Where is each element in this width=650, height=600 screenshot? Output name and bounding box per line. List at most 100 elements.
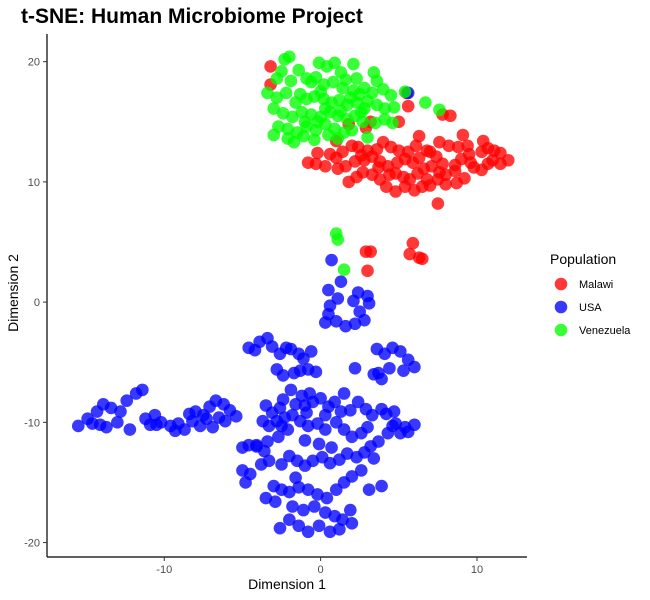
point-venezuela [270,72,284,85]
axes-layer [46,34,527,558]
point-usa [314,391,327,405]
point-malawi [339,159,352,173]
point-venezuela [347,57,360,71]
point-malawi [301,156,315,169]
legend: Population Malawi USA Venezuela [550,251,631,337]
legend-label-usa: USA [579,302,602,314]
point-venezuela [284,74,298,88]
point-venezuela [267,128,281,142]
point-usa [289,398,302,411]
point-usa [397,364,410,377]
point-venezuela [292,63,306,77]
point-usa [304,345,318,358]
x-tick-label: 0 [318,564,324,576]
point-usa [344,503,357,517]
point-malawi [406,236,420,250]
point-usa [272,430,285,444]
point-usa [372,435,385,448]
point-usa [383,361,396,375]
point-usa [319,408,332,422]
point-malawi [264,60,277,73]
point-usa [261,435,274,448]
point-venezuela [345,123,359,137]
point-usa [298,434,312,447]
point-usa [348,361,362,375]
point-usa [259,399,273,412]
points-layer [71,50,515,539]
point-malawi [475,145,488,159]
point-usa [111,416,124,429]
point-venezuela [304,75,318,89]
legend-key-malawi [554,277,568,291]
point-malawi [451,140,465,154]
point-malawi [450,176,463,190]
point-malawi [383,168,396,181]
point-usa [178,423,191,436]
point-usa [300,406,313,420]
point-usa [312,519,326,533]
x-tick-label: 10 [471,564,483,576]
point-usa [229,410,243,423]
point-venezuela [387,101,401,114]
point-usa [276,369,290,382]
point-malawi [401,145,415,159]
point-usa [367,452,381,465]
point-malawi [401,99,415,113]
point-malawi [389,185,402,198]
point-venezuela [326,75,340,89]
point-malawi [462,147,476,161]
legend-items: Malawi USA Venezuela [554,277,631,337]
point-venezuela [298,115,312,129]
point-venezuela [308,133,321,147]
point-venezuela [328,56,341,70]
point-usa [258,444,271,458]
series-venezuela [261,50,446,276]
point-malawi [361,264,374,278]
point-usa [284,383,298,397]
y-tick-label: -20 [24,538,40,550]
point-venezuela [314,85,327,99]
point-venezuela [283,50,296,64]
point-usa [283,513,296,527]
point-venezuela [293,87,307,101]
point-usa [375,402,388,416]
point-malawi [398,180,412,193]
legend-title: Population [550,251,616,267]
point-venezuela [361,95,374,108]
point-malawi [420,173,434,186]
y-tick-label: 20 [28,57,40,69]
point-usa [345,470,359,483]
point-usa [347,294,360,308]
series-usa [71,86,421,539]
point-venezuela [350,72,363,85]
point-usa [168,424,182,438]
point-usa [320,491,334,505]
point-venezuela [267,102,281,115]
point-usa [283,485,296,499]
point-usa [362,297,376,310]
point-malawi [364,245,377,258]
point-usa [123,423,137,436]
point-usa [120,394,134,408]
y-tick-label: 10 [28,177,40,189]
point-malawi [423,145,437,159]
point-usa [394,345,407,358]
point-usa [337,387,351,400]
legend-key-venezuela [554,323,568,337]
point-usa [308,500,321,513]
point-venezuela [279,86,293,100]
point-malawi [390,156,404,169]
y-tick-label: 0 [34,297,40,309]
point-usa [71,419,85,433]
point-usa [289,471,302,484]
point-usa [386,419,399,433]
point-usa [358,313,371,327]
point-malawi [448,164,462,178]
point-usa [329,315,343,328]
point-usa [344,404,357,417]
point-usa [329,416,343,429]
point-malawi [501,153,515,167]
legend-key-usa [554,300,568,314]
point-usa [100,420,113,434]
